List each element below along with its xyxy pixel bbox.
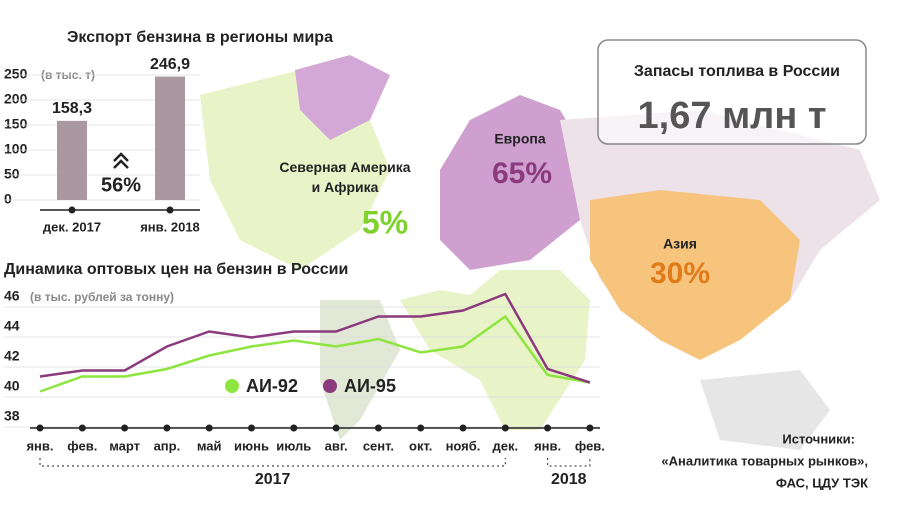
region-share: 30% <box>650 257 710 290</box>
x-tick-label: июнь <box>234 438 269 453</box>
x-tick-label: июль <box>276 438 311 453</box>
y-tick-label: 44 <box>4 318 20 334</box>
source-title: Источники: <box>782 431 855 446</box>
x-tick-label: сент. <box>363 438 394 453</box>
axis-unit: (в тыс. рублей за тонну) <box>30 290 174 304</box>
axis-dot <box>290 424 298 432</box>
asia <box>590 190 800 360</box>
y-tick-label: 250 <box>4 66 28 82</box>
bar <box>155 76 185 200</box>
x-tick-label: окт. <box>409 438 432 453</box>
x-tick-label: янв. <box>26 438 53 453</box>
year-bracket <box>39 458 506 467</box>
y-tick-label: 50 <box>4 166 20 182</box>
y-tick-label: 200 <box>4 91 28 107</box>
y-tick-label: 46 <box>4 288 20 304</box>
axis-dot <box>78 424 86 432</box>
region-name: Азия <box>663 236 697 252</box>
price-line <box>39 292 591 384</box>
axis-dot <box>332 424 340 432</box>
axis-dot <box>417 424 425 432</box>
y-tick-label: 42 <box>4 348 20 364</box>
australia <box>700 370 830 450</box>
value-label: 246,9 <box>150 56 190 73</box>
axis-dot <box>121 424 129 432</box>
axis-dot <box>68 206 76 214</box>
bar <box>57 120 87 200</box>
region-share: 5% <box>362 204 408 240</box>
x-tick-label: авг. <box>325 438 348 453</box>
region-share: 65% <box>492 157 552 190</box>
chart-title: Динамика оптовых цен на бензин в России <box>4 261 348 278</box>
greenland <box>295 55 390 140</box>
x-tick-label: дек. 2017 <box>43 219 101 234</box>
price-line <box>39 314 591 393</box>
chevron <box>113 152 129 169</box>
axis-dot <box>166 206 174 214</box>
annotation: 56% <box>101 174 141 196</box>
x-tick-label: фев. <box>575 438 605 453</box>
value-label: 158,3 <box>52 100 92 117</box>
x-tick-label: нояб. <box>446 438 481 453</box>
x-tick-label: апр. <box>154 438 181 453</box>
source-line: «Аналитика товарных рынков», <box>661 453 868 468</box>
region-name: Европа <box>494 131 546 147</box>
legend-swatch <box>323 379 337 393</box>
stock-title: Запасы топлива в России <box>634 63 840 80</box>
x-tick-label: фев. <box>67 438 97 453</box>
y-tick-label: 40 <box>4 378 20 394</box>
y-tick-label: 100 <box>4 141 28 157</box>
year-label: 2017 <box>255 471 291 488</box>
x-tick-label: май <box>197 438 222 453</box>
axis-dot <box>501 424 509 432</box>
x-tick-label: март <box>109 438 140 453</box>
axis-dot <box>459 424 467 432</box>
axis-dot <box>36 424 44 432</box>
year-label: 2018 <box>551 471 587 488</box>
axis-dot <box>586 424 594 432</box>
stock-value: 1,67 млн т <box>638 95 827 137</box>
axis-dot <box>544 424 552 432</box>
x-tick-label: дек. <box>492 438 518 453</box>
region-name: Северная Америка и Африка <box>279 159 410 195</box>
x-tick-label: янв. <box>534 438 561 453</box>
axis-dot <box>248 424 255 432</box>
chart-title: Экспорт бензина в регионы мира <box>67 29 333 46</box>
africa <box>400 270 590 430</box>
y-tick-label: 0 <box>4 191 12 207</box>
world-map <box>200 55 880 450</box>
stock-box <box>597 39 867 145</box>
axis-dot <box>205 424 213 432</box>
y-tick-label: 38 <box>4 408 20 424</box>
axis-dot <box>374 424 382 432</box>
south-america <box>320 300 400 440</box>
y-tick-label: 150 <box>4 116 28 132</box>
source-line: ФАС, ЦДУ ТЭК <box>776 475 868 490</box>
legend-swatch <box>225 379 239 393</box>
x-tick-label: янв. 2018 <box>140 219 200 234</box>
year-bracket <box>547 458 591 467</box>
axis-dot <box>163 424 171 432</box>
legend-label: АИ-92 <box>246 376 298 396</box>
legend-label: АИ-95 <box>344 376 396 396</box>
europe <box>440 95 590 270</box>
